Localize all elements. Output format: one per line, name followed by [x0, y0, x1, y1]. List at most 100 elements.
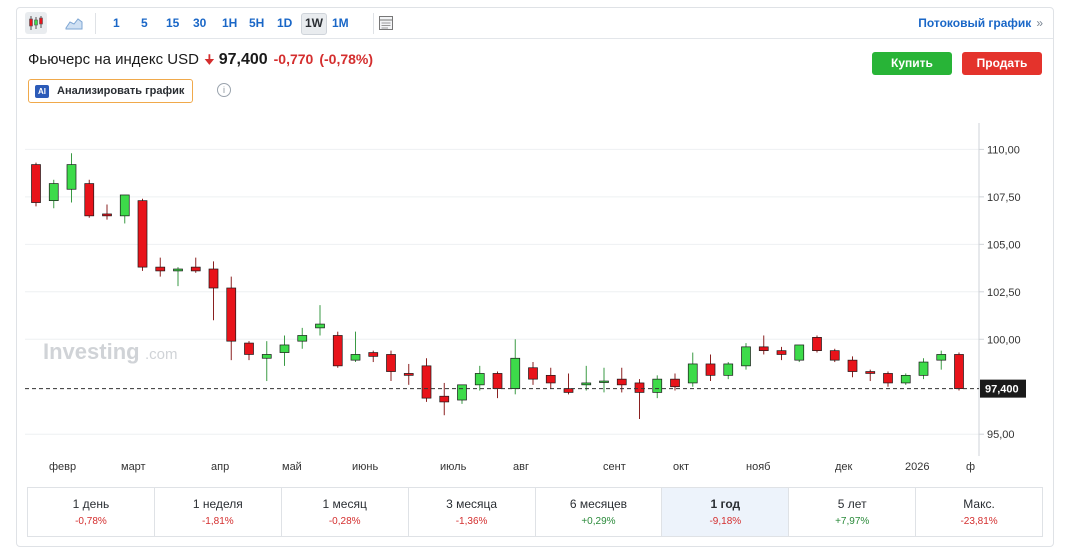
timeframe-15-button[interactable]: 15 — [166, 16, 180, 30]
timeframe-1h-button[interactable]: 1H — [222, 16, 238, 30]
candle[interactable] — [421, 358, 432, 402]
candle-body — [670, 378, 680, 388]
performance-period-6[interactable]: 5 лет +7,97% — [789, 488, 917, 536]
candle[interactable] — [545, 367, 556, 389]
price-change-percent: (-0,78%) — [319, 51, 374, 67]
table-icon[interactable] — [375, 12, 397, 34]
candle[interactable] — [492, 371, 503, 399]
candle[interactable] — [208, 261, 219, 321]
candle[interactable] — [936, 350, 947, 370]
candle[interactable] — [581, 365, 592, 391]
timeframe-1w-button[interactable]: 1W — [301, 13, 327, 35]
timeframe-30-button[interactable]: 30 — [193, 16, 207, 30]
candle[interactable] — [102, 204, 112, 220]
candle[interactable] — [350, 331, 361, 363]
period-change: -1,36% — [455, 516, 488, 527]
candle[interactable] — [403, 363, 414, 385]
candle[interactable] — [155, 257, 166, 277]
candle-body — [439, 395, 450, 403]
timeframe-1d-button[interactable]: 1D — [277, 16, 293, 30]
candle-body — [208, 268, 219, 289]
candle[interactable] — [297, 327, 308, 349]
timeframe-1-button[interactable]: 1 — [113, 16, 120, 30]
candle[interactable] — [563, 373, 574, 395]
candle[interactable] — [599, 367, 609, 393]
candle[interactable] — [386, 350, 396, 382]
candle[interactable] — [758, 335, 769, 355]
candle-body — [137, 200, 148, 268]
candle[interactable] — [173, 267, 183, 287]
watermark-suffix: .com — [145, 346, 178, 363]
candle[interactable] — [741, 343, 751, 370]
candle[interactable] — [137, 198, 148, 271]
candle-body — [687, 363, 698, 384]
buy-button[interactable]: Купить — [872, 52, 952, 75]
candle[interactable] — [883, 371, 893, 387]
candle[interactable] — [812, 335, 822, 353]
performance-period-0[interactable]: 1 день -0,78% — [28, 488, 155, 536]
x-tick-label: окт — [673, 461, 689, 473]
candle[interactable] — [900, 373, 911, 385]
candle[interactable] — [634, 379, 645, 420]
candle[interactable] — [687, 352, 698, 387]
candle[interactable] — [244, 341, 254, 361]
chart-grid — [25, 148, 979, 435]
last-price-line-group: 97,400 — [25, 379, 1026, 398]
candle[interactable] — [368, 350, 379, 363]
candle[interactable] — [510, 339, 521, 395]
streaming-chart-label: Потоковый график — [918, 16, 1032, 30]
performance-period-5[interactable]: 1 год -9,18% — [662, 488, 790, 536]
candle[interactable] — [705, 354, 716, 382]
candlestick-chart[interactable]: Investing .com 110,00107,50105,00102,501… — [17, 118, 1053, 480]
performance-period-2[interactable]: 1 месяц -0,28% — [282, 488, 409, 536]
candle-body — [368, 352, 379, 357]
candle[interactable] — [865, 369, 876, 382]
area-chart-icon[interactable] — [63, 12, 85, 34]
candle[interactable] — [652, 375, 663, 399]
candle[interactable] — [829, 348, 840, 363]
candle[interactable] — [776, 346, 787, 361]
candle[interactable] — [31, 162, 41, 207]
candle[interactable] — [847, 356, 858, 378]
candle[interactable] — [84, 179, 95, 218]
candle-body — [847, 359, 858, 372]
performance-period-3[interactable]: 3 месяца -1,36% — [409, 488, 536, 536]
candle[interactable] — [439, 382, 450, 416]
timeframe-5h-button[interactable]: 5H — [249, 16, 265, 30]
candle[interactable] — [457, 384, 467, 404]
performance-period-7[interactable]: Макс. -23,81% — [916, 488, 1042, 536]
candle[interactable] — [794, 344, 805, 363]
analyze-chart-button[interactable]: AI Анализировать график — [28, 79, 194, 103]
candle[interactable] — [670, 373, 680, 391]
candle[interactable] — [119, 194, 130, 224]
candle[interactable] — [66, 153, 77, 203]
toolbar-divider — [373, 13, 374, 34]
timeframe-5-button[interactable]: 5 — [141, 16, 148, 30]
candle[interactable] — [474, 365, 485, 391]
performance-period-1[interactable]: 1 неделя -1,81% — [155, 488, 282, 536]
candle[interactable] — [332, 331, 343, 368]
candle-body — [865, 371, 876, 374]
candle-body — [829, 350, 840, 361]
y-tick-label: 107,50 — [987, 192, 1021, 204]
candle-body — [616, 378, 627, 386]
candle[interactable] — [315, 305, 325, 336]
streaming-chart-link[interactable]: Потоковый график » — [918, 16, 1043, 30]
instrument-header: Фьючерс на индекс USD 🠋 97,400 -0,770 (-… — [28, 51, 379, 73]
candle[interactable] — [190, 257, 201, 273]
info-icon[interactable]: i — [217, 83, 231, 97]
candle[interactable] — [48, 179, 59, 209]
performance-period-4[interactable]: 6 месяцев +0,29% — [536, 488, 663, 536]
candle[interactable] — [954, 352, 964, 391]
timeframe-1m-button[interactable]: 1M — [332, 16, 349, 30]
candle[interactable] — [528, 362, 538, 385]
candle[interactable] — [723, 362, 734, 380]
candle[interactable] — [261, 341, 272, 382]
sell-button[interactable]: Продать — [962, 52, 1042, 75]
candle[interactable] — [918, 358, 929, 380]
period-change: -1,81% — [201, 516, 234, 527]
candlestick-icon[interactable] — [25, 12, 47, 34]
candle[interactable] — [279, 335, 290, 366]
candle[interactable] — [226, 276, 237, 361]
candle-body — [261, 354, 272, 359]
